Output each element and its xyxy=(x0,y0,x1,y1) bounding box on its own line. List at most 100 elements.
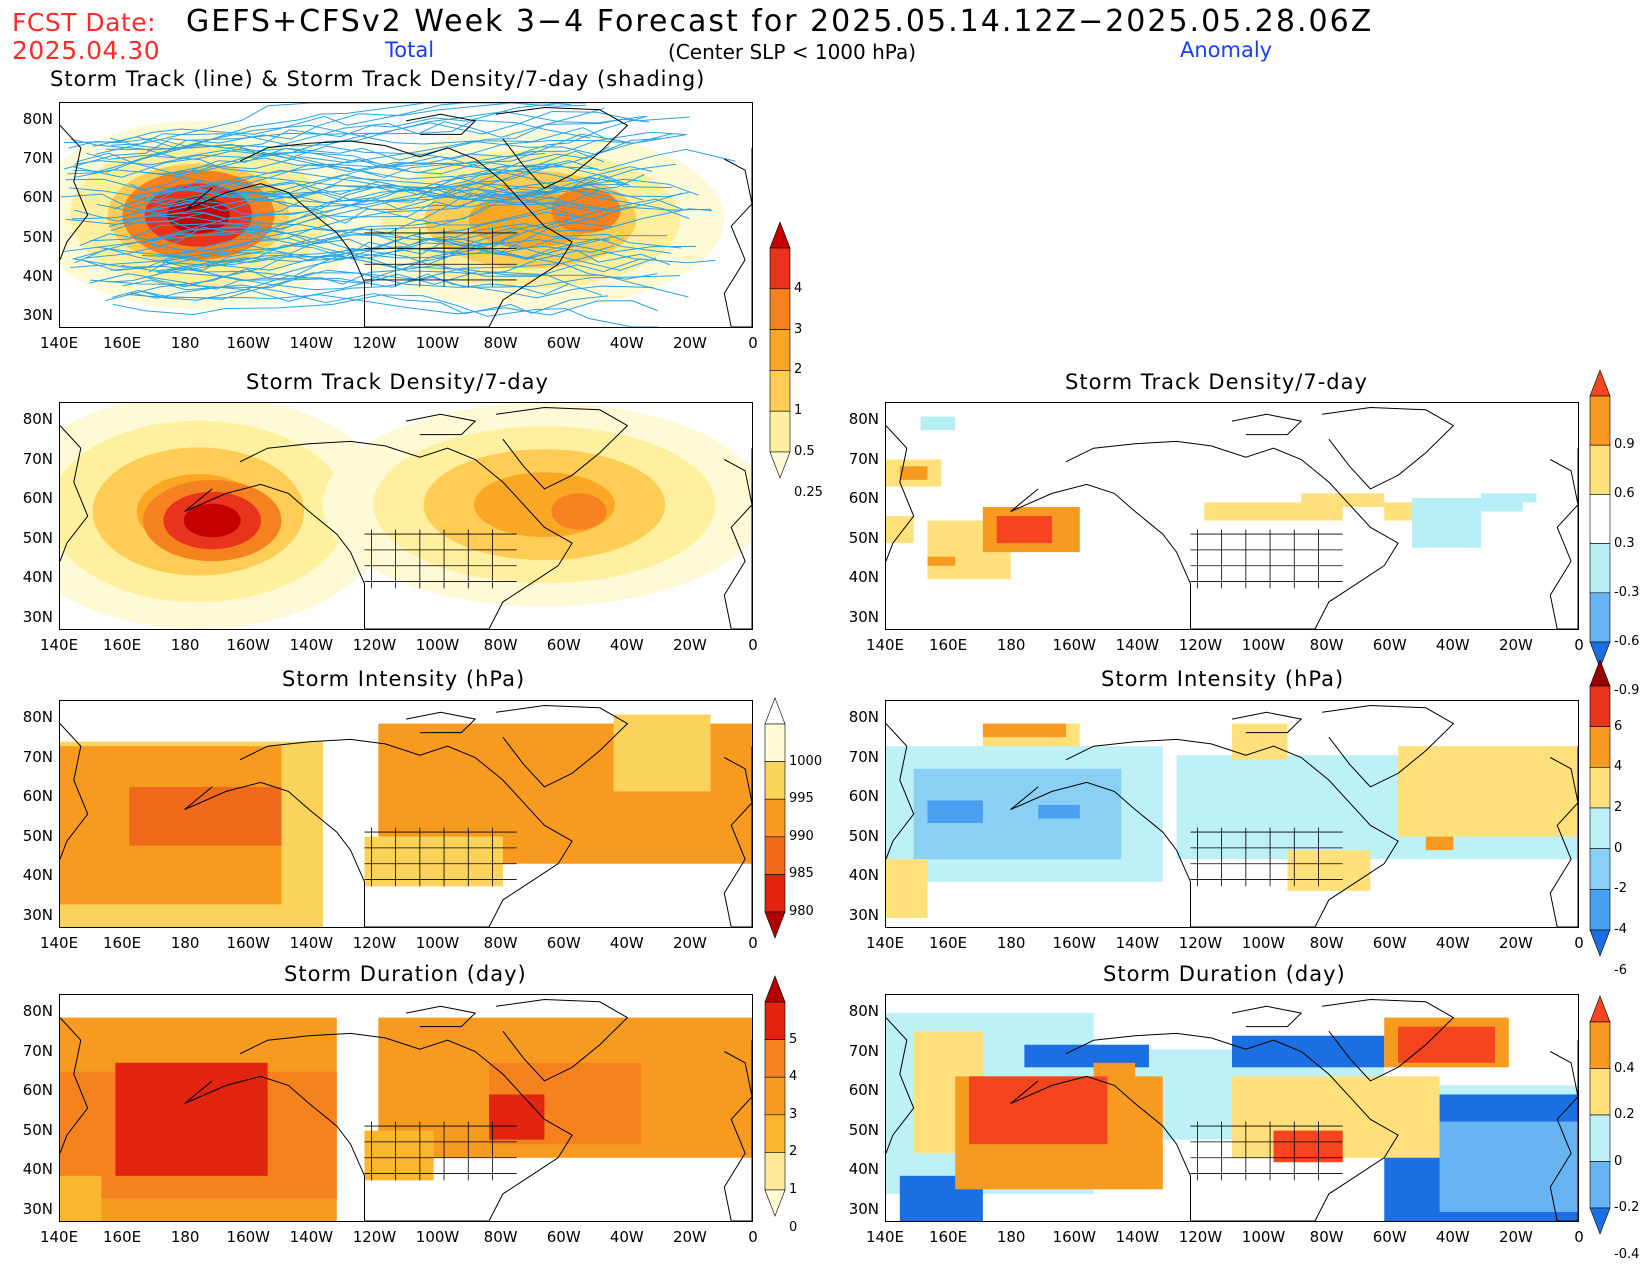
longitude-label: 160W xyxy=(1052,934,1096,952)
colorbar-tick-label: -6 xyxy=(1614,962,1627,978)
forecast-date-value: 2025.04.30 xyxy=(12,36,161,65)
longitude-label: 0 xyxy=(748,636,758,654)
longitude-label: 60W xyxy=(546,1228,581,1246)
longitude-label: 140E xyxy=(39,1228,79,1246)
colorbar-tick-label: 985 xyxy=(789,866,814,882)
latitude-label: 80N xyxy=(22,708,53,726)
latitude-label: 30N xyxy=(22,906,53,924)
longitude-label: 100W xyxy=(1241,1228,1286,1246)
longitude-label: 40W xyxy=(609,636,644,654)
latitude-label: 40N xyxy=(848,1160,879,1179)
latitude-label: 40N xyxy=(22,266,53,285)
longitude-label: 120W xyxy=(352,334,397,352)
latitude-label: 50N xyxy=(22,1120,53,1139)
colorbar-tick-label: 0.9 xyxy=(1614,437,1635,453)
longitude-label: 160E xyxy=(929,934,968,952)
colorbar-tick-label: 995 xyxy=(789,791,814,807)
latitude-label: 30N xyxy=(22,1200,53,1218)
longitude-label: 100W xyxy=(1241,934,1286,952)
longitude-label: 140E xyxy=(39,334,79,352)
longitude-label: 40W xyxy=(609,934,644,952)
colorbar-tick-label: 4 xyxy=(1614,759,1623,775)
longitude-label: 160E xyxy=(103,334,142,352)
latitude-label: 70N xyxy=(848,449,879,468)
longitude-label: 60W xyxy=(546,636,581,654)
latitude-label: 30N xyxy=(848,608,879,626)
latitude-label: 80N xyxy=(848,1002,879,1020)
longitude-label: 0 xyxy=(1574,636,1584,654)
longitude-label: 160W xyxy=(1052,1228,1096,1246)
longitude-label: 0 xyxy=(748,1228,758,1246)
colorbar-duration-total xyxy=(764,975,786,1217)
longitude-label: 180 xyxy=(996,1228,1026,1246)
colorbar-tick-label: 3 xyxy=(789,1106,798,1122)
latitude-label: 40N xyxy=(22,866,53,885)
latitude-label: 70N xyxy=(22,449,53,468)
longitude-label: 120W xyxy=(352,636,397,654)
colorbar-tick-label: 980 xyxy=(789,904,814,919)
longitude-label: 20W xyxy=(672,1228,707,1246)
colorbar-tick-label: 4 xyxy=(794,280,803,296)
colorbar-tick-label: 0.4 xyxy=(1614,1060,1635,1076)
longitude-label: 40W xyxy=(609,334,644,352)
colorbar-duration-anomaly xyxy=(1589,995,1611,1235)
duration-total-map xyxy=(59,994,753,1222)
colorbar-tick-label: 2 xyxy=(1614,800,1623,815)
longitude-label: 0 xyxy=(748,934,758,952)
longitude-label: 160E xyxy=(103,1228,142,1246)
longitude-label: 80W xyxy=(1309,934,1344,952)
latitude-label: 60N xyxy=(22,787,53,806)
latitude-label: 50N xyxy=(22,528,53,547)
latitude-label: 50N xyxy=(22,227,53,246)
colorbar-tick-label: 2 xyxy=(789,1144,798,1160)
colorbar-tick-label: 1 xyxy=(789,1182,798,1197)
latitude-label: 70N xyxy=(848,1041,879,1060)
longitude-label: 180 xyxy=(170,934,200,952)
colorbar-tick-label: 2 xyxy=(794,362,803,378)
colorbar-tick-label: 0 xyxy=(1614,840,1623,856)
longitude-label: 160W xyxy=(226,636,270,654)
duration-anomaly-map xyxy=(885,994,1579,1222)
longitude-label: 20W xyxy=(1498,934,1533,952)
colorbar-tick-label: 0 xyxy=(789,1219,798,1235)
latitude-label: 60N xyxy=(848,489,879,508)
longitude-label: 0 xyxy=(1574,934,1584,952)
longitude-label: 20W xyxy=(1498,636,1533,654)
colorbar-intensity-anomaly xyxy=(1589,659,1611,957)
longitude-label: 40W xyxy=(1435,636,1470,654)
latitude-label: 70N xyxy=(848,747,879,766)
longitude-label: 160E xyxy=(929,636,968,654)
longitude-label: 100W xyxy=(415,1228,460,1246)
colorbar-tick-label: 3 xyxy=(794,321,803,337)
latitude-label: 50N xyxy=(848,528,879,547)
colorbar-tick-label: -0.4 xyxy=(1614,1246,1640,1262)
panel-title-track-total: Storm Track (line) & Storm Track Density… xyxy=(50,67,706,91)
longitude-label: 100W xyxy=(415,334,460,352)
longitude-label: 160W xyxy=(226,934,270,952)
density-total-map xyxy=(59,402,753,630)
colorbar-tick-label: 0 xyxy=(1614,1153,1623,1169)
latitude-label: 70N xyxy=(22,747,53,766)
page-title: GEFS+CFSv2 Week 3−4 Forecast for 2025.05… xyxy=(186,4,1374,39)
longitude-label: 80W xyxy=(483,636,518,654)
longitude-label: 100W xyxy=(415,636,460,654)
longitude-label: 80W xyxy=(483,934,518,952)
longitude-label: 160W xyxy=(226,1228,270,1246)
longitude-label: 0 xyxy=(748,334,758,352)
longitude-label: 80W xyxy=(1309,636,1344,654)
longitude-label: 160W xyxy=(1052,636,1096,654)
colorbar-tick-label: 4 xyxy=(789,1069,798,1085)
longitude-label: 80W xyxy=(483,1228,518,1246)
latitude-label: 50N xyxy=(848,1120,879,1139)
longitude-label: 20W xyxy=(672,636,707,654)
longitude-label: 120W xyxy=(1178,934,1223,952)
longitude-label: 140W xyxy=(1115,934,1160,952)
total-column-label: Total xyxy=(385,38,435,62)
storm-track-map xyxy=(59,102,753,328)
longitude-label: 0 xyxy=(1574,1228,1584,1246)
panel-title-duration-anom: Storm Duration (day) xyxy=(1103,962,1346,986)
forecast-date-label: FCST Date: xyxy=(12,8,157,37)
latitude-label: 70N xyxy=(22,149,53,168)
longitude-label: 120W xyxy=(1178,1228,1223,1246)
longitude-label: 180 xyxy=(170,636,200,654)
